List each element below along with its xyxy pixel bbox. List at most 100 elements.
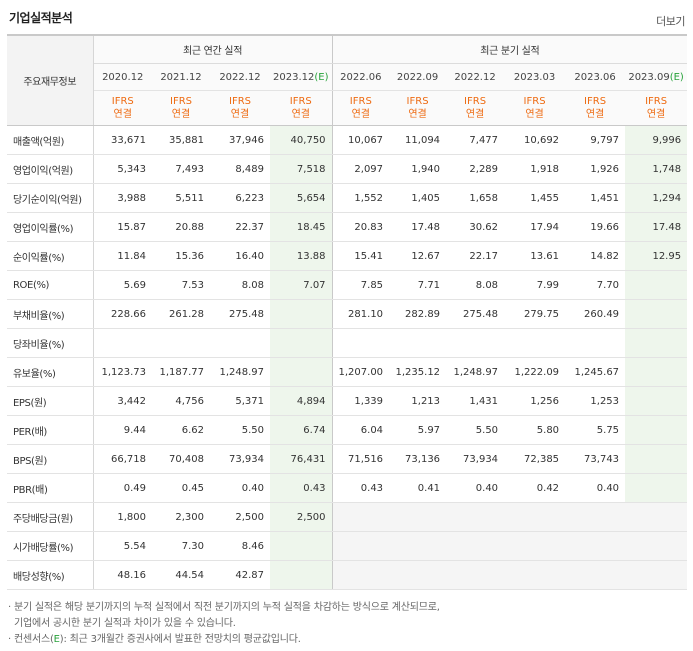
table-cell: 72,385 bbox=[504, 444, 566, 474]
table-row: 배당성향(%) 48.16 44.54 42.87 bbox=[7, 560, 688, 590]
row-label: 당좌비율(%) bbox=[7, 328, 94, 358]
more-link[interactable]: 더보기 bbox=[656, 15, 685, 28]
table-body: 매출액(억원) 33,671 35,881 37,946 40,750 10,067 11,… bbox=[7, 125, 688, 590]
table-cell: 6.74 bbox=[270, 415, 333, 445]
table-cell: 17.48 bbox=[389, 212, 447, 242]
table-cell: 11.84 bbox=[93, 241, 152, 271]
ifrs-label: IFRS 연결 bbox=[389, 90, 447, 126]
ifrs-row: IFRS 연결 IFRS 연결 IFRS 연결 IFRS 연결 IFRS 연결 IFRS 연결 IFRS… bbox=[7, 90, 688, 126]
table-row: 당좌비율(%) bbox=[7, 328, 688, 358]
table-row: PER(배) 9.44 6.62 5.50 6.74 6.04 5.97 5.50 5.80 5.… bbox=[7, 415, 688, 445]
table-cell: 275.48 bbox=[210, 299, 270, 329]
table-cell: 7.71 bbox=[389, 270, 447, 300]
period-header: 2022.12 bbox=[210, 63, 270, 91]
period-label: 2022.09 bbox=[396, 71, 439, 83]
period-header: 2022.09 bbox=[389, 63, 447, 91]
table-cell: 4,756 bbox=[152, 386, 210, 416]
table-row: 유보율(%) 1,123.73 1,187.77 1,248.97 1,207.00 1,… bbox=[7, 357, 688, 387]
table-cell: 2,500 bbox=[210, 502, 270, 532]
table-cell: 13.61 bbox=[504, 241, 566, 271]
table-cell: 5,343 bbox=[93, 154, 152, 184]
table-cell: 1,339 bbox=[331, 386, 390, 416]
table-cell bbox=[93, 328, 152, 358]
consolidated-label: 연결 bbox=[646, 109, 666, 120]
row-label: BPS(원) bbox=[7, 444, 94, 474]
table-cell: 0.42 bbox=[504, 473, 566, 503]
table-cell: 2,300 bbox=[152, 502, 210, 532]
table-cell: 5.50 bbox=[210, 415, 270, 445]
table-cell: 1,658 bbox=[446, 183, 505, 213]
period-header: 2023.03 bbox=[504, 63, 566, 91]
table-cell: 7,477 bbox=[446, 125, 505, 155]
table-row: 주당배당금(원) 1,800 2,300 2,500 2,500 bbox=[7, 502, 688, 532]
table-cell: 1,245.67 bbox=[565, 357, 626, 387]
row-label: 순이익률(%) bbox=[7, 241, 94, 271]
table-cell: 0.43 bbox=[331, 473, 390, 503]
table-cell: 35,881 bbox=[152, 125, 210, 155]
table-cell: 282.89 bbox=[389, 299, 447, 329]
footnote-3-suffix: ): 최근 3개월간 증권사에서 발표한 전망치의 평균값입니다. bbox=[59, 634, 301, 645]
table-cell bbox=[625, 415, 688, 445]
table-cell bbox=[389, 560, 447, 590]
ifrs-standard: IFRS bbox=[349, 96, 372, 107]
table-cell: 5.54 bbox=[93, 531, 152, 561]
consolidated-label: 연결 bbox=[351, 109, 370, 120]
table-cell: 8,489 bbox=[210, 154, 270, 184]
period-label: 2022.06 bbox=[340, 71, 382, 83]
footnotes: · 분기 실적은 해당 분기까지의 누적 실적에서 직전 분기까지의 누적 실적… bbox=[8, 600, 440, 648]
period-label: 2021.12 bbox=[160, 71, 202, 83]
group-annual-header: 최근 연간 실적 bbox=[93, 34, 333, 64]
table-cell: 7.53 bbox=[152, 270, 210, 300]
period-header: 2022.06 bbox=[331, 63, 390, 91]
consensus-mark: E bbox=[53, 634, 60, 645]
table-cell: 20.83 bbox=[331, 212, 390, 242]
period-label: 2022.12 bbox=[454, 71, 496, 83]
row-label: 주당배당금(원) bbox=[7, 502, 94, 532]
table-cell bbox=[504, 560, 566, 590]
table-cell bbox=[446, 531, 505, 561]
table-cell: 13.88 bbox=[270, 241, 333, 271]
table-cell: 5.69 bbox=[93, 270, 152, 300]
table-cell: 30.62 bbox=[446, 212, 505, 242]
table-cell: 6,223 bbox=[210, 183, 270, 213]
period-label: 2023.03 bbox=[513, 71, 556, 83]
consolidated-label: 연결 bbox=[465, 109, 485, 120]
table-cell bbox=[625, 531, 688, 561]
table-cell bbox=[625, 299, 688, 329]
table-cell: 5,654 bbox=[270, 183, 333, 213]
table-cell bbox=[625, 502, 688, 532]
table-cell: 0.45 bbox=[152, 473, 210, 503]
table-cell: 73,136 bbox=[389, 444, 447, 474]
table-cell: 1,926 bbox=[565, 154, 626, 184]
table-cell: 261.28 bbox=[152, 299, 210, 329]
table-cell bbox=[625, 328, 688, 358]
table-cell: 7,493 bbox=[152, 154, 210, 184]
table-cell: 1,431 bbox=[446, 386, 505, 416]
ifrs-standard: IFRS bbox=[523, 96, 546, 107]
ifrs-standard: IFRS bbox=[111, 96, 134, 107]
table-cell bbox=[389, 502, 447, 532]
table-row: 순이익률(%) 11.84 15.36 16.40 13.88 15.41 12.67 22.… bbox=[7, 241, 688, 271]
table-cell: 1,222.09 bbox=[504, 357, 566, 387]
ifrs-label: IFRS 연결 bbox=[446, 90, 505, 126]
table-cell: 1,552 bbox=[331, 183, 390, 213]
period-label: 2023.06 bbox=[574, 71, 616, 83]
table-cell: 7.30 bbox=[152, 531, 210, 561]
consolidated-label: 연결 bbox=[585, 109, 605, 120]
table-cell: 66,718 bbox=[93, 444, 152, 474]
table-cell: 4,894 bbox=[270, 386, 333, 416]
period-label: 2022.12 bbox=[219, 71, 261, 83]
estimate-mark: (E) bbox=[314, 71, 329, 83]
footnote-2: 기업에서 공시한 분기 실적과 차이가 있을 수 있습니다. bbox=[8, 618, 236, 629]
row-label: PER(배) bbox=[7, 415, 94, 445]
table-cell bbox=[504, 502, 566, 532]
table-cell bbox=[270, 299, 333, 329]
period-header: 2023.12(E) bbox=[270, 63, 333, 91]
table-cell: 17.94 bbox=[504, 212, 566, 242]
ifrs-standard: IFRS bbox=[406, 96, 429, 107]
ifrs-label: IFRS 연결 bbox=[331, 90, 390, 126]
table-cell: 5.50 bbox=[446, 415, 505, 445]
table-cell: 44.54 bbox=[152, 560, 210, 590]
table-cell: 3,988 bbox=[93, 183, 152, 213]
table-cell bbox=[389, 531, 447, 561]
